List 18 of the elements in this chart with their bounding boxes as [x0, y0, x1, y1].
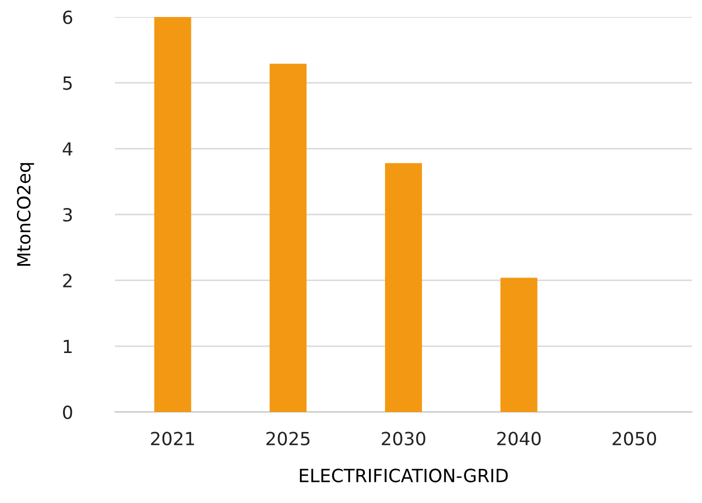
y-tick-label: 1 [64, 340, 72, 354]
bar [500, 278, 538, 412]
x-tick-label: 2025 [266, 432, 310, 446]
x-tick-label: 2040 [497, 432, 541, 446]
x-tick-label: 2030 [382, 432, 426, 446]
y-axis-title: MtonCO2eq [16, 163, 34, 266]
y-tick-label: 6 [63, 10, 72, 24]
bar [270, 64, 307, 412]
bar [154, 17, 192, 412]
y-tick-label: 5 [63, 76, 72, 90]
y-tick-label: 2 [63, 274, 72, 288]
x-tick-label: 2050 [612, 432, 656, 446]
y-tick-label: 4 [62, 142, 72, 156]
bar [385, 163, 422, 412]
x-axis-title: ELECTRIFICATION-GRID [300, 468, 508, 482]
y-tick-label: 3 [63, 208, 72, 222]
x-tick-label: 2021 [151, 432, 194, 446]
y-tick-label: 0 [63, 405, 72, 420]
